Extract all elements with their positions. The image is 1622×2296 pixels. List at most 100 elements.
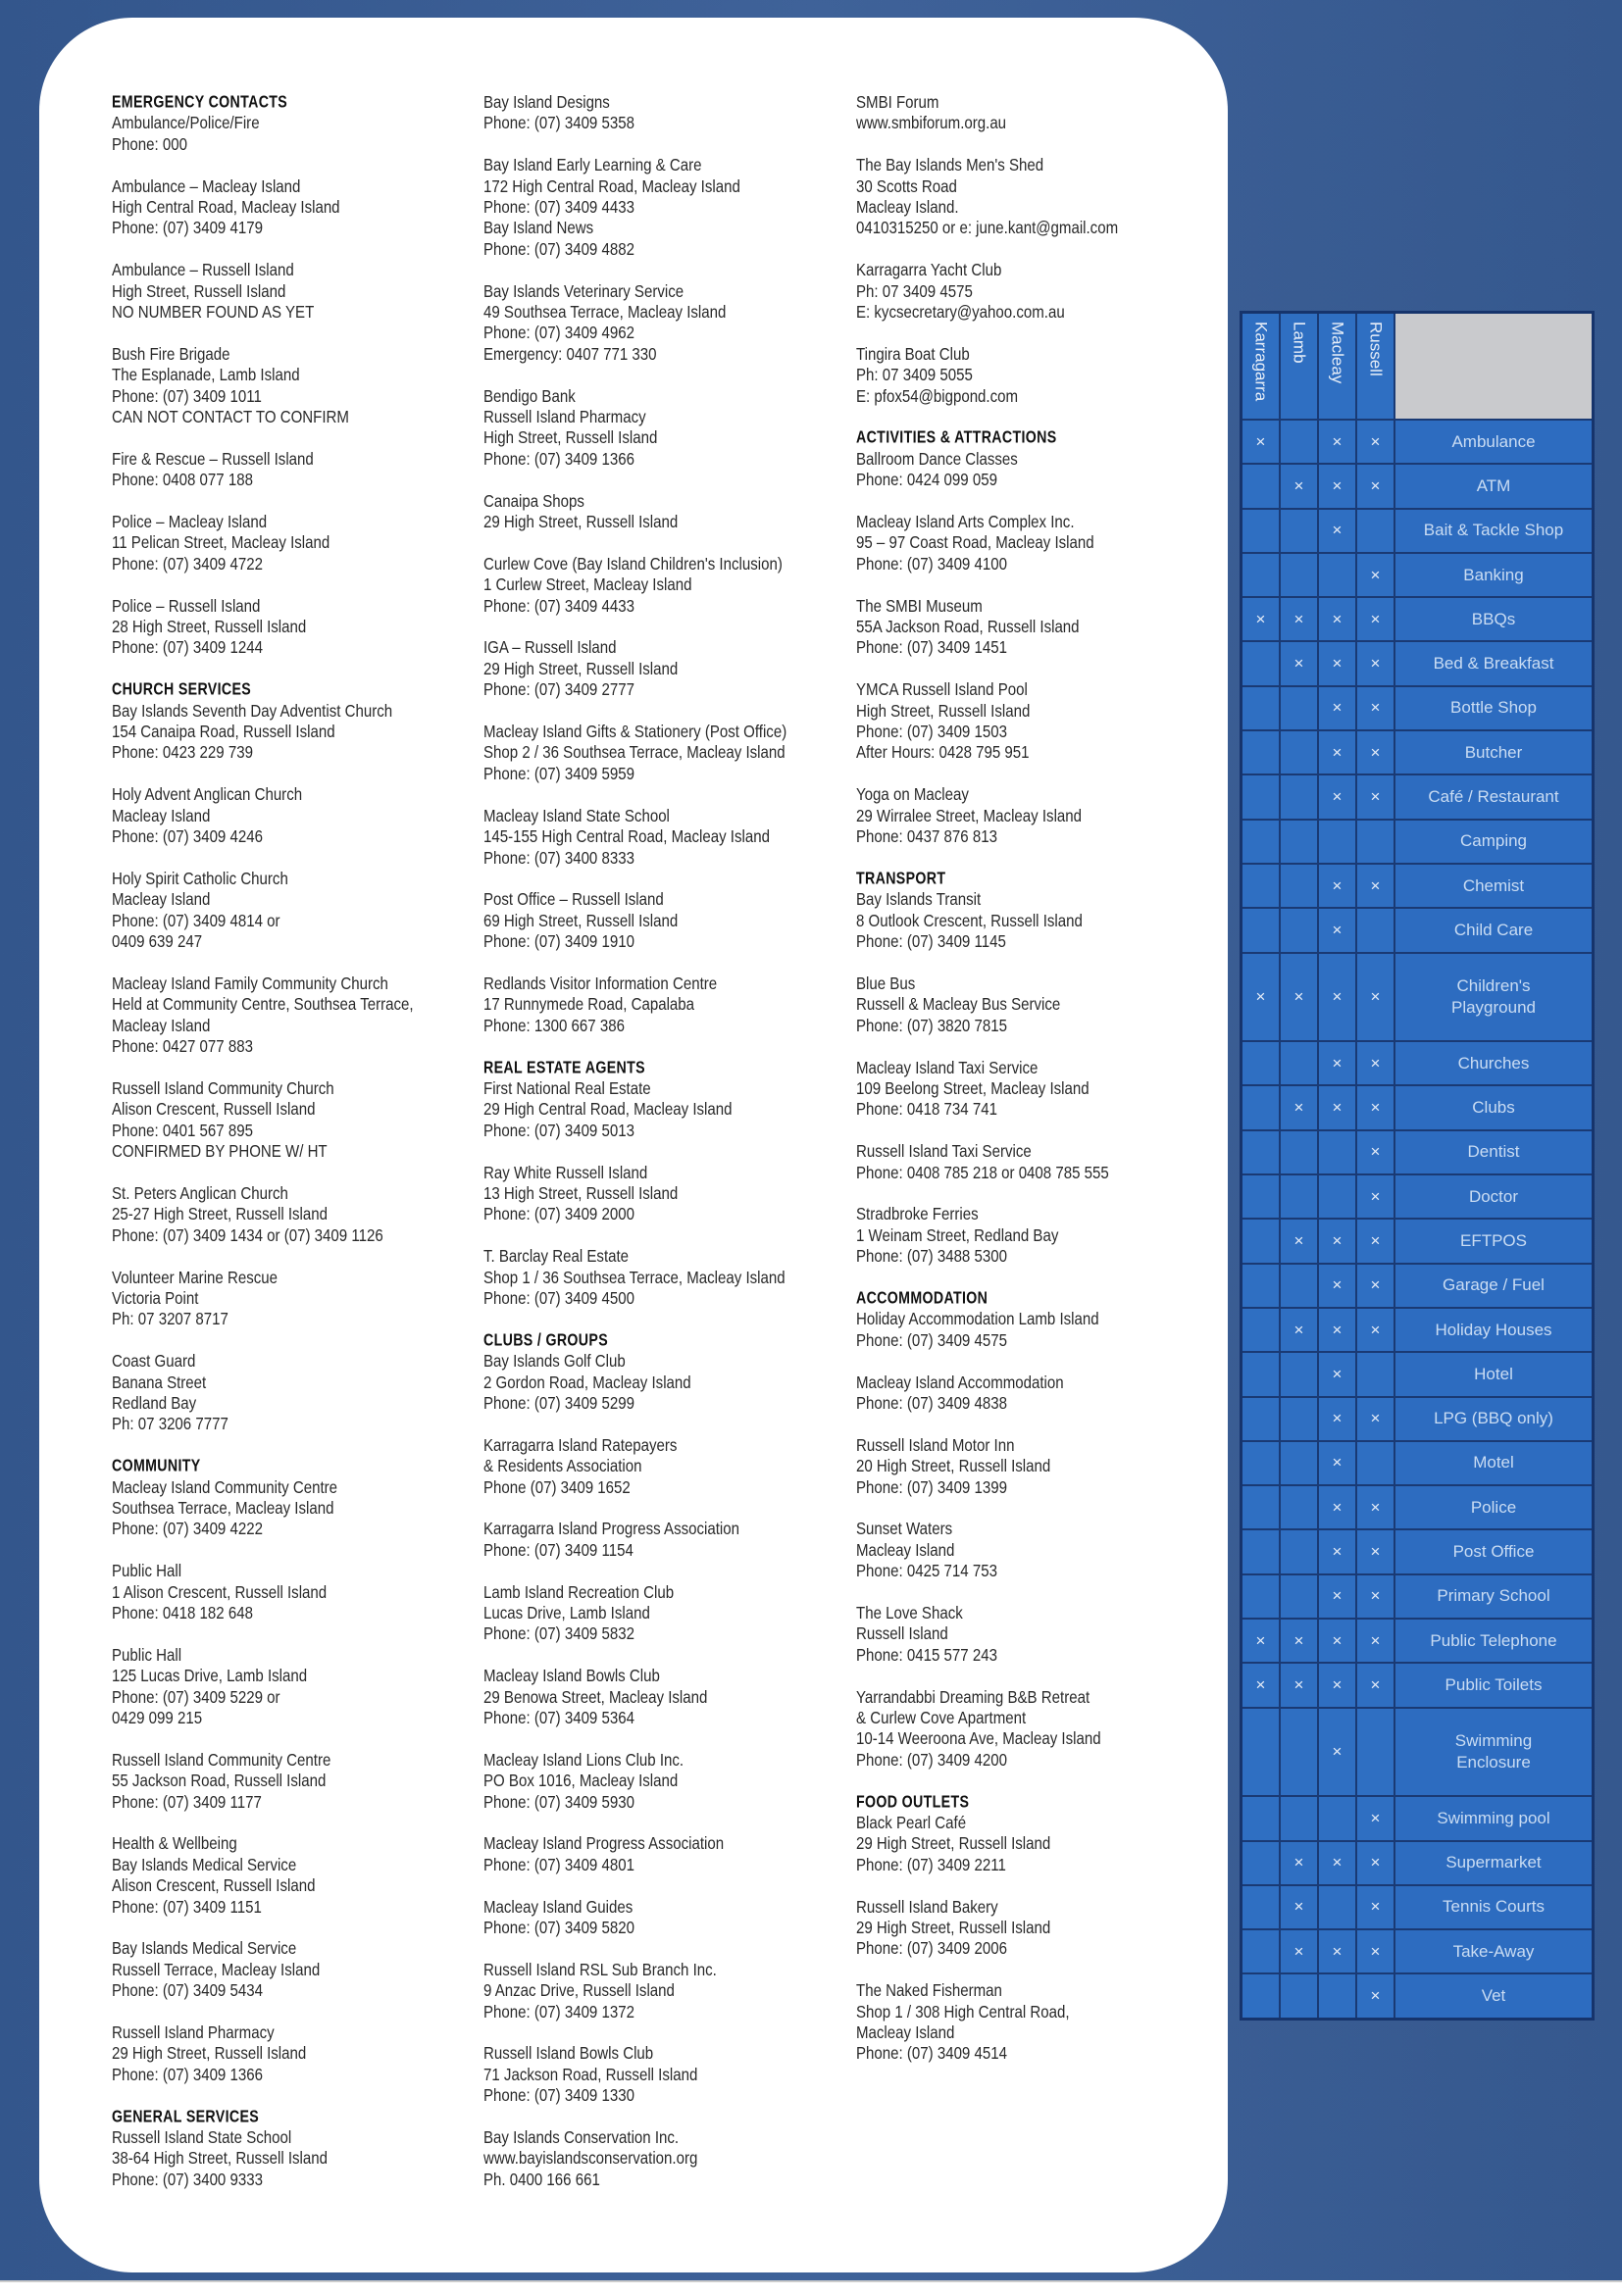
table-cell [1281,1175,1317,1219]
table-cell: × [1319,1664,1355,1707]
availability-mark: × [1370,654,1381,674]
entry-line: Phone: (07) 3409 1244 [112,637,263,658]
column-header: Karragarra [1242,314,1279,419]
table-cell: × [1357,775,1394,819]
entry-line: Phone: 000 [112,133,187,154]
entry-line: 1 Alison Crescent, Russell Island [112,1581,328,1602]
entry-line: 172 High Central Road, Macleay Island [483,175,740,196]
entry-line: Phone: (07) 3400 8333 [483,847,634,868]
section-heading: GENERAL SERVICES [112,2106,260,2126]
table-cell: × [1319,909,1355,952]
entry-line: Phone: (07) 3409 1177 [112,1791,262,1812]
entry-line: Macleay Island Family Community Church [112,973,388,993]
availability-mark: × [1332,1741,1343,1761]
entry-line: Phone: 0408 785 218 or 0408 785 555 [856,1162,1109,1182]
table-cell: × [1319,1574,1355,1619]
table-cell [1242,1264,1279,1307]
entry-line: Ray White Russell Island [483,1162,648,1182]
facility-label: Dentist [1467,1142,1520,1162]
facility-label-cell: Churches [1395,1042,1592,1085]
entry-line: Phone: (07) 3409 4962 [483,323,634,343]
entry-line: Phone: (07) 3409 1503 [856,722,1007,742]
contact-entry: Public Hall 125 Lucas Drive, Lamb Island P… [112,1645,414,1729]
table-cell: × [1357,1397,1394,1440]
facility-label: Garage / Fuel [1443,1275,1545,1295]
entry-line: Macleay Island Lions Club Inc. [483,1749,684,1770]
entry-line: Police – Macleay Island [112,512,268,532]
entry-line: 11 Pelican Street, Macleay Island [112,532,330,553]
entry-line: Macleay Island [112,889,211,910]
entry-line: Bay Island Early Learning & Care [483,155,702,175]
table-cell: × [1319,953,1355,1041]
availability-mark: × [1370,1098,1381,1118]
entry-line: Held at Community Centre, Southsea Terra… [112,994,414,1015]
table-cell: × [1357,1308,1394,1352]
entry-line: SMBI Forum [856,92,939,112]
entry-line: Phone: (07) 3409 5959 [483,763,634,783]
entry-line: www.smbiforum.org.au [856,113,1007,133]
entry-line: Bay Islands Seventh Day Adventist Church [112,700,393,721]
entry-line: 125 Lucas Drive, Lamb Island [112,1666,308,1686]
entry-line: High Street, Russell Island [112,280,286,301]
table-cell [1242,864,1279,908]
availability-mark: × [1370,1808,1381,1827]
entry-line: 9 Anzac Drive, Russell Island [483,1980,675,2001]
availability-mark: × [1370,1409,1381,1428]
entry-line: Ambulance – Russell Island [112,260,294,280]
table-cell [1242,775,1279,819]
table-cell [1242,1486,1279,1529]
table-cell: × [1357,1486,1394,1529]
table-cell: × [1319,864,1355,908]
table-cell [1281,820,1317,863]
table-cell: × [1319,686,1355,730]
entry-line: 55 Jackson Road, Russell Island [112,1771,327,1791]
entry-line: Stradbroke Ferries [856,1204,979,1224]
table-cell: × [1319,1708,1355,1796]
entry-line: Phone: (07) 3409 5229 or [112,1686,280,1707]
entry-line: Holy Advent Anglican Church [112,784,303,805]
entry-line: Phone (07) 3409 1652 [483,1476,631,1497]
entry-line: Phone: 0415 577 243 [856,1644,997,1665]
entry-line: Macleay Island Guides [483,1896,634,1917]
entry-line: Bay Islands Transit [856,889,982,910]
contact-entry: Russell Island Taxi Service Phone: 0408 7… [856,1141,1118,1183]
entry-line: Curlew Cove (Bay Island Children's Inclu… [483,553,783,574]
contact-entry: Ambulance – Russell Island High Street, R… [112,260,414,323]
entry-line: 8 Outlook Crescent, Russell Island [856,910,1083,930]
entry-line: Russell & Macleay Bus Service [856,994,1061,1015]
table-cell [1242,1130,1279,1174]
entry-line: Black Pearl Café [856,1813,967,1832]
entry-line: Southsea Terrace, Macleay Island [112,1497,334,1518]
entry-line: Phone: 0437 876 813 [856,826,997,847]
entry-line: Russell Island RSL Sub Branch Inc. [483,1959,717,1979]
section-heading: CHURCH SERVICES [112,679,252,699]
availability-mark: × [1332,986,1343,1006]
entry-line: T. Barclay Real Estate [483,1246,630,1267]
facility-label-cell: Garage / Fuel [1395,1264,1592,1307]
entry-line: 30 Scotts Road [856,175,957,196]
table-cell [1281,509,1317,552]
table-cell: × [1319,421,1355,464]
section-heading: ACTIVITIES & ATTRACTIONS [856,427,1057,448]
facility-label: Motel [1473,1453,1514,1472]
entry-line: Macleay Island Community Centre [112,1476,338,1497]
entry-line: Sunset Waters [856,1519,953,1539]
facility-label: Ambulance [1451,431,1536,451]
entry-line: Ph: 07 3206 7777 [112,1414,228,1434]
entry-line: Russell Island Pharmacy [112,2022,275,2043]
entry-line: Russell Island Bowls Club [483,2043,654,2064]
island-name: Lamb [1290,322,1309,364]
entry-line: Bay Island News [483,218,594,238]
entry-line: & Residents Association [483,1456,642,1476]
facility-label: Supermarket [1445,1853,1542,1872]
entry-line: Lamb Island Recreation Club [483,1581,675,1602]
table-cell [1281,1397,1317,1440]
availability-mark: × [1255,986,1266,1006]
entry-line: Phone: (07) 3409 2000 [483,1204,634,1224]
entry-line: Phone: (07) 3409 5364 [483,1708,634,1727]
facility-label-cell: Bottle Shop [1395,686,1592,730]
facility-label: Bottle Shop [1450,698,1537,718]
entry-line: Phone: (07) 3409 5930 [483,1791,634,1812]
entry-line: Bay Islands Golf Club [483,1351,626,1372]
